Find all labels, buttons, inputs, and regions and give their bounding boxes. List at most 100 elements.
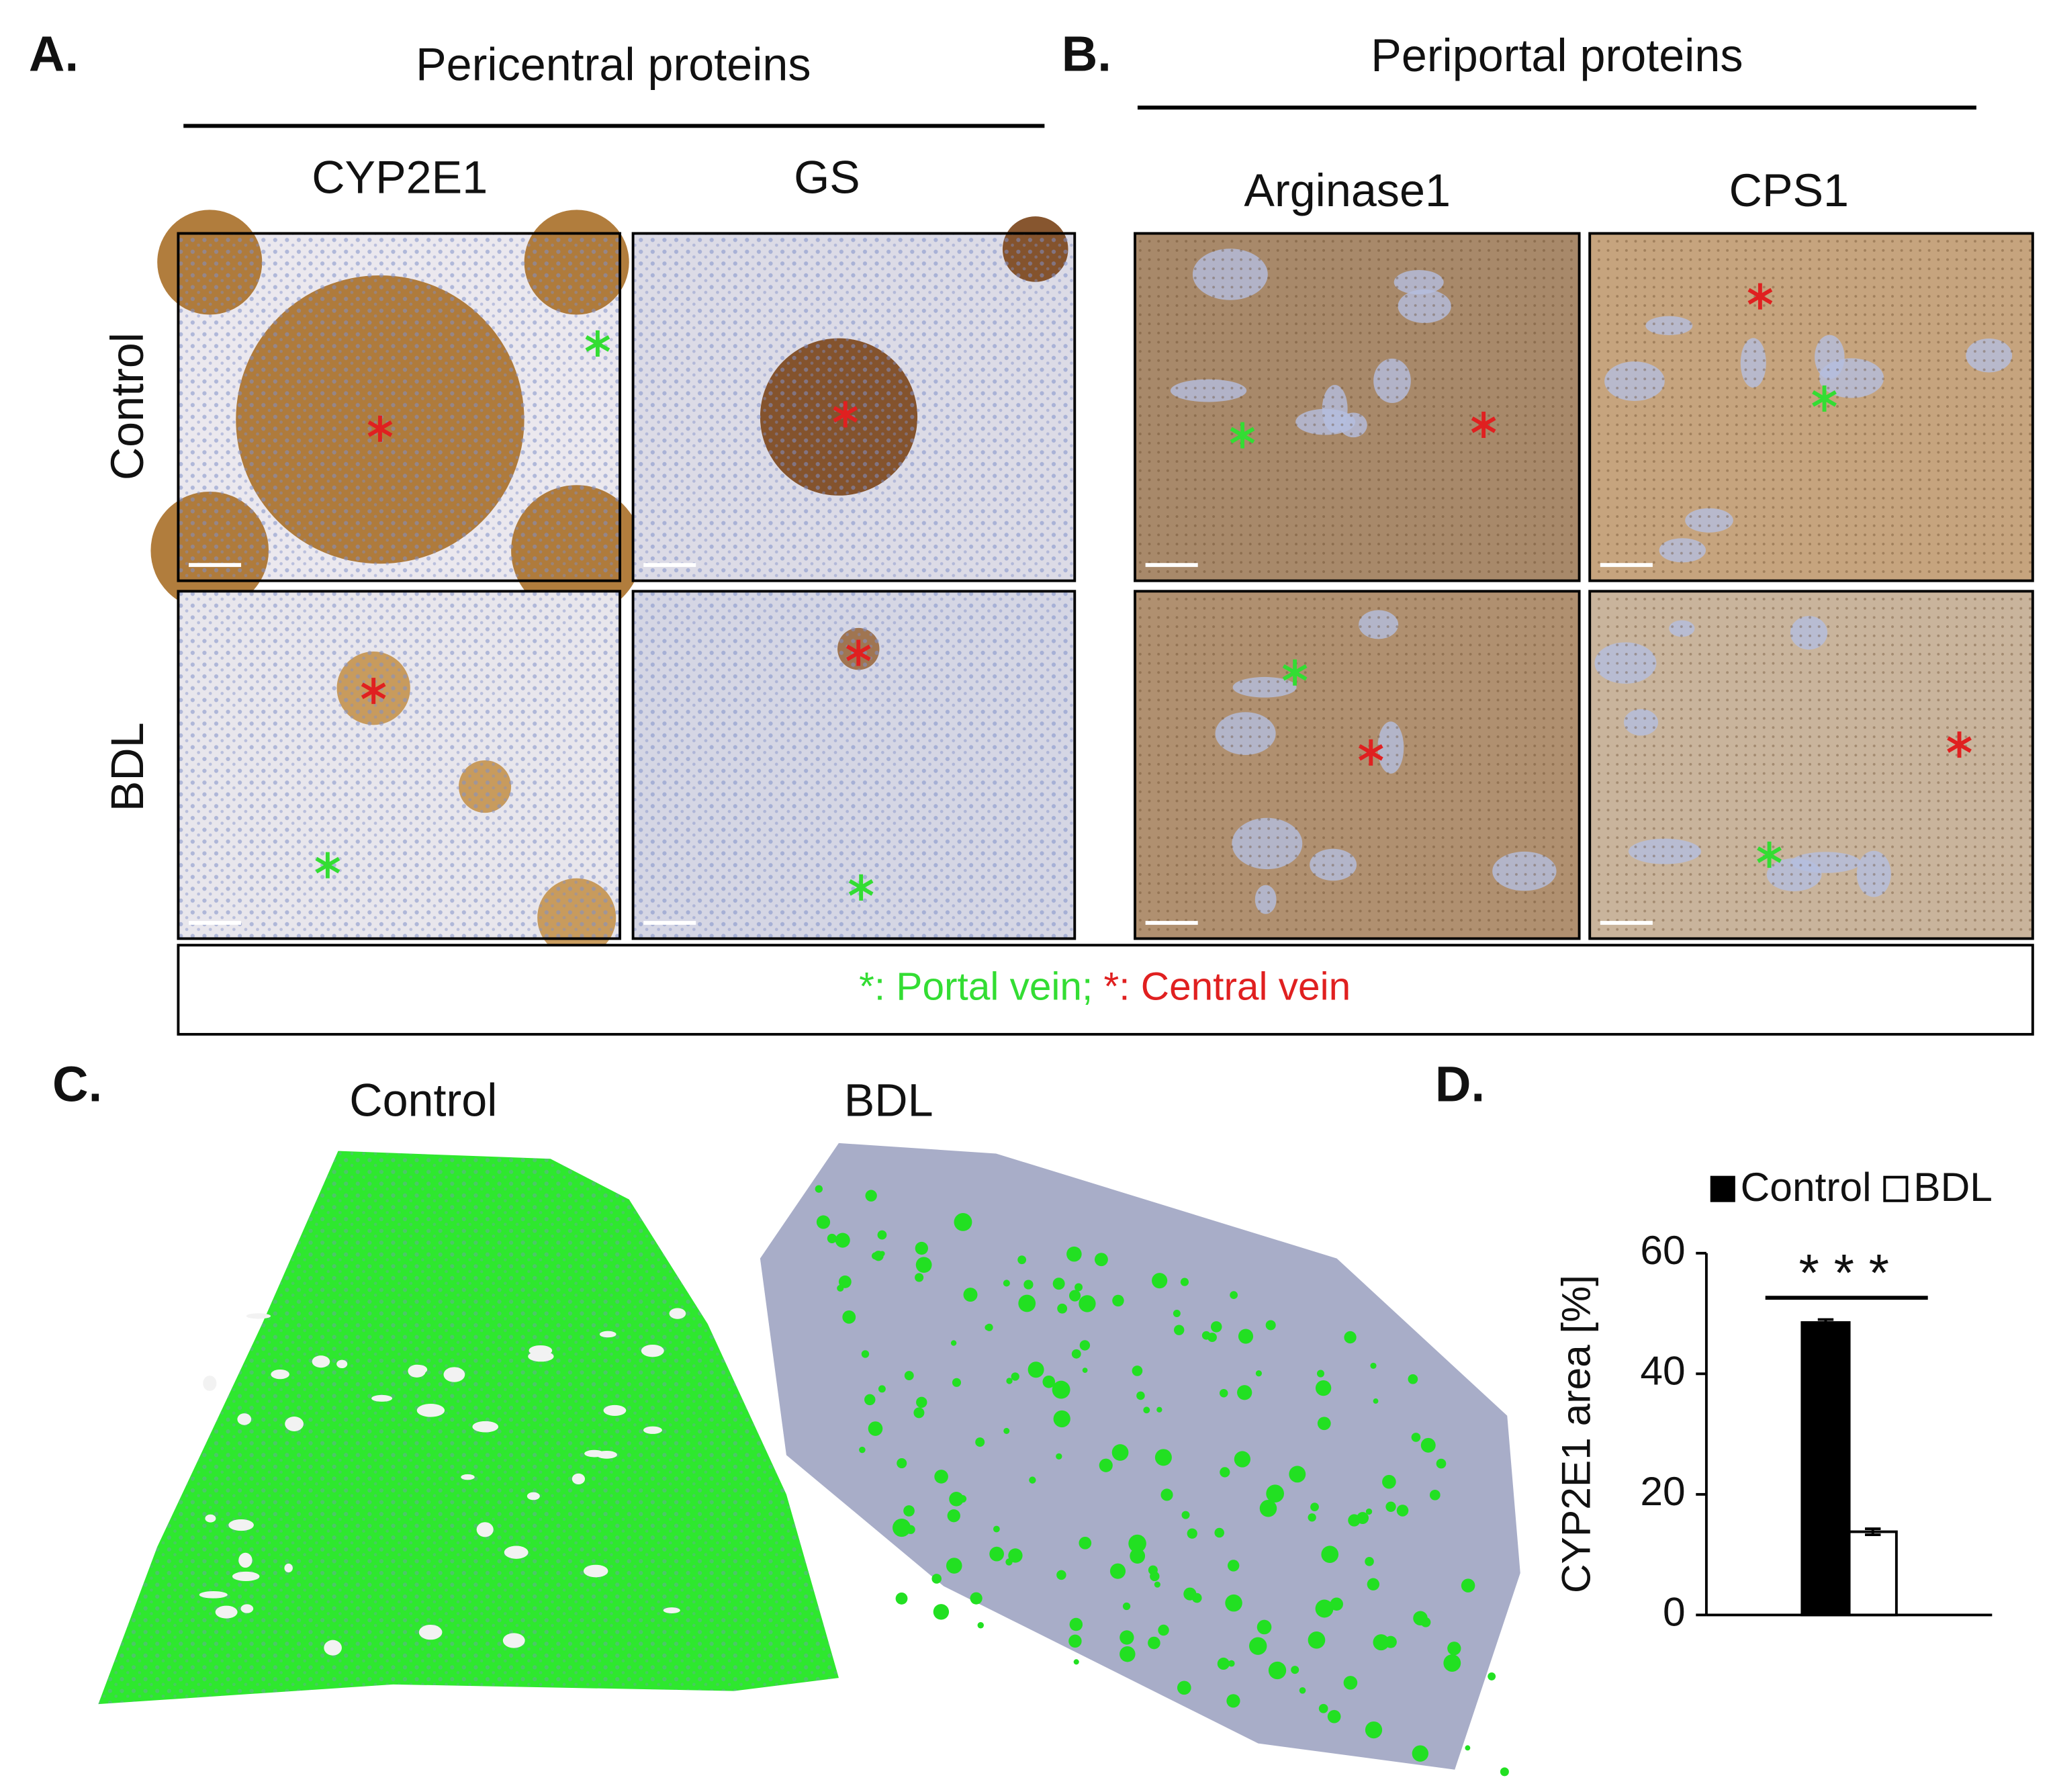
- stain-spot: [1373, 1634, 1389, 1651]
- stain-spot: [1207, 1333, 1217, 1343]
- stain-spot: [1230, 1291, 1238, 1300]
- frame: [177, 590, 622, 940]
- stain-spot: [1068, 1634, 1082, 1648]
- stain-spot: [1017, 1255, 1027, 1265]
- stain-spot: [950, 1340, 957, 1346]
- vessel: [240, 1604, 254, 1613]
- stain-spot: [1268, 1661, 1287, 1680]
- legend-swatch: [1883, 1175, 1909, 1202]
- stain-spot: [1343, 1676, 1358, 1690]
- vessel: [238, 1552, 253, 1568]
- stain-spot: [1488, 1672, 1496, 1681]
- vessel: [461, 1474, 475, 1480]
- vessel: [228, 1519, 254, 1531]
- bar-chart: 0 20 40 60 CYP2E1 area [%] * * * Control BDL: [1553, 1164, 1993, 1634]
- panel-title: Periportal proteins: [1371, 30, 1743, 81]
- stain-spot: [861, 1350, 870, 1358]
- stain-spot: [1266, 1484, 1284, 1503]
- stain-spot: [1160, 1488, 1173, 1501]
- stain-spot: [878, 1385, 886, 1393]
- stain-spot: [913, 1407, 925, 1419]
- stain-spot: [1291, 1666, 1299, 1674]
- significance: * * *: [1799, 1243, 1890, 1302]
- bar: [1847, 1530, 1898, 1617]
- stain-spot: [1071, 1349, 1081, 1359]
- stain-spot: [859, 1446, 866, 1453]
- stain-spot: [1443, 1654, 1461, 1672]
- column-header: Control: [349, 1075, 497, 1126]
- stain-spot: [904, 1371, 914, 1381]
- column-header: BDL: [844, 1075, 933, 1126]
- panel-label: D.: [1435, 1056, 1485, 1112]
- column-header: CYP2E1: [312, 152, 488, 203]
- frame: [1134, 590, 1581, 940]
- y-tick-label: 0: [1663, 1588, 1686, 1634]
- stain-spot: [864, 1394, 876, 1406]
- stain-spot: [1069, 1290, 1081, 1302]
- vessel: [583, 1564, 608, 1578]
- vessel: [527, 1492, 540, 1500]
- error-bar: [1865, 1527, 1881, 1536]
- stain-spot: [934, 1470, 948, 1484]
- vessel: [237, 1413, 252, 1425]
- stain-spot: [1385, 1501, 1396, 1512]
- stain-spot: [1056, 1570, 1066, 1580]
- key-label: : Portal vein;: [874, 965, 1104, 1009]
- stain-spot: [1436, 1458, 1447, 1469]
- stain-spot: [1257, 1619, 1272, 1635]
- stain-spot: [1154, 1449, 1172, 1466]
- vessel: [529, 1345, 553, 1356]
- legend-label: BDL: [1913, 1164, 1993, 1210]
- vessel: [324, 1640, 342, 1656]
- stain-spot: [1008, 1548, 1023, 1563]
- stain-spot: [963, 1288, 978, 1302]
- texture: [633, 591, 1075, 939]
- vessel: [472, 1421, 499, 1433]
- stain-spot: [816, 1215, 831, 1229]
- vessel: [205, 1514, 216, 1523]
- stain-spot: [897, 1458, 907, 1469]
- stain-spot: [1023, 1280, 1034, 1290]
- stain-spot: [954, 1213, 972, 1231]
- stain-spot: [1370, 1362, 1377, 1369]
- vessel: [663, 1607, 680, 1614]
- stain-spot: [1348, 1514, 1361, 1527]
- y-tick-label: 40: [1640, 1347, 1685, 1393]
- vessel: [416, 1404, 445, 1417]
- stain-spot: [946, 1558, 962, 1574]
- stain-spot: [1082, 1368, 1088, 1374]
- stain-spot: [1289, 1466, 1306, 1483]
- panel-label: B.: [1062, 26, 1111, 82]
- vessel: [336, 1359, 348, 1369]
- asterisk: [1947, 736, 1972, 753]
- stain-spot: [1316, 1370, 1324, 1378]
- stain-spot: [1373, 1398, 1379, 1404]
- asterisk: [1757, 846, 1782, 863]
- stain-spot: [1079, 1340, 1091, 1351]
- stain-spot: [977, 1622, 984, 1629]
- stain-spot: [1173, 1325, 1185, 1335]
- stain-spot: [1318, 1703, 1328, 1713]
- vessel: [572, 1473, 586, 1484]
- texture: [633, 233, 1075, 581]
- key: *: Portal vein; *: Central vein: [859, 965, 1351, 1009]
- stain-spot: [1228, 1660, 1235, 1667]
- liver-section: [98, 1151, 839, 1705]
- stain-spot: [903, 1505, 915, 1517]
- stain-spot: [1143, 1406, 1150, 1414]
- micrographs: [150, 210, 2034, 957]
- stain-spot: [842, 1310, 856, 1324]
- stain-spot: [933, 1604, 950, 1620]
- stain-spot: [838, 1275, 852, 1288]
- stain-spot: [1154, 1581, 1160, 1588]
- stain-spot: [1018, 1294, 1036, 1312]
- stain-spot: [1128, 1534, 1146, 1553]
- stain-spot: [1214, 1527, 1224, 1538]
- stain-spot: [1191, 1593, 1202, 1603]
- stain-spot: [1461, 1578, 1475, 1593]
- vessel: [476, 1522, 494, 1537]
- vessel: [418, 1624, 443, 1640]
- stain-spot: [893, 1518, 911, 1537]
- stain-spot: [1122, 1602, 1131, 1611]
